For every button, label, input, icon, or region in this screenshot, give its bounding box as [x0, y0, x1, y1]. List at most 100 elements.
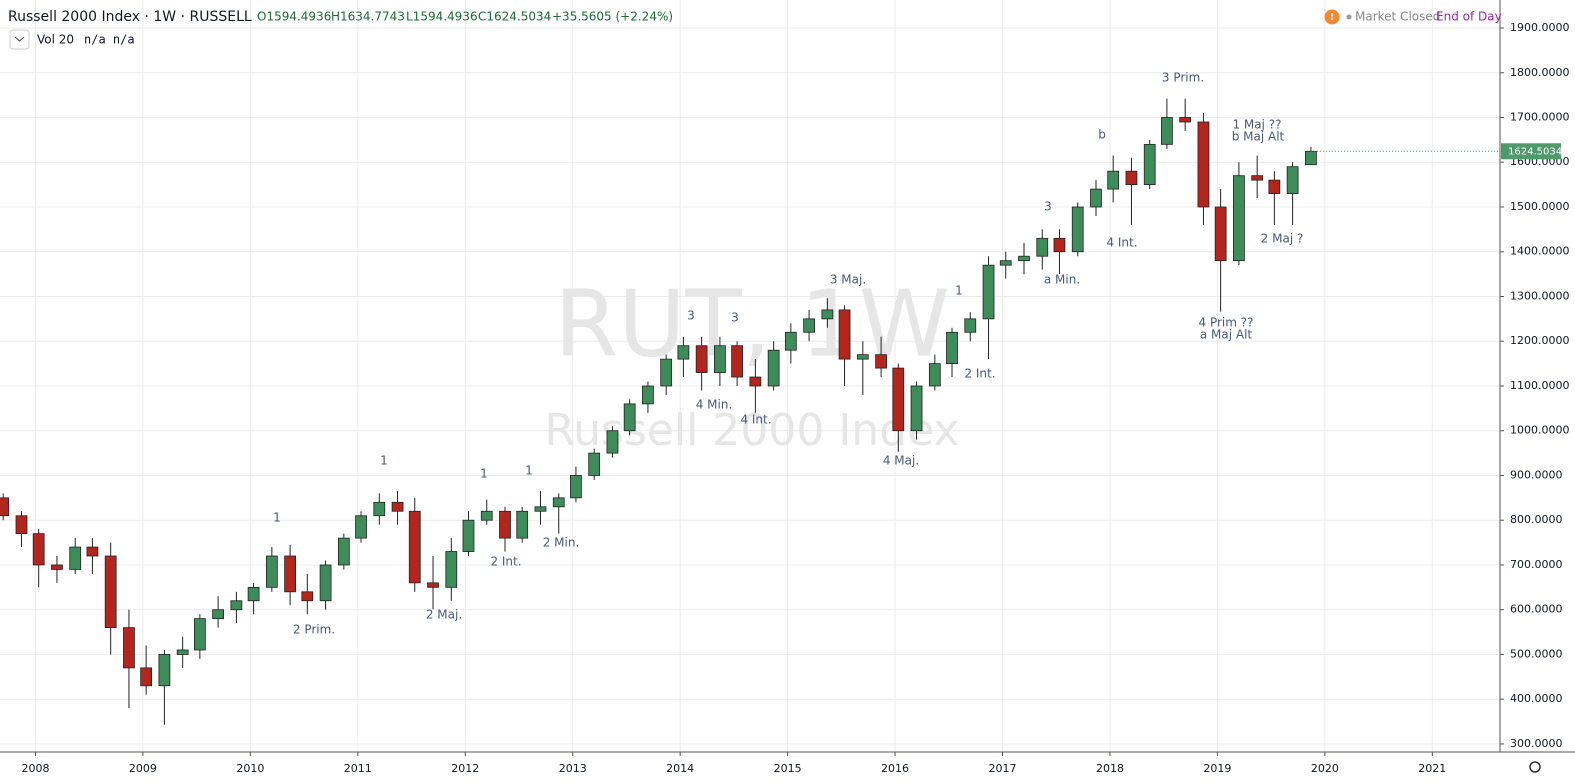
- ohlc-value: C1624.5034: [478, 10, 551, 24]
- candle-body: [642, 385, 654, 405]
- wave-label: b Maj Alt: [1232, 130, 1285, 144]
- ohlc-header: O1594.4936 H1634.7743 L1594.4936 C1624.5034…: [257, 10, 673, 24]
- wave-label: 2 Min.: [543, 536, 580, 550]
- candle-body: [337, 537, 350, 566]
- candle-body: [86, 546, 99, 557]
- candle-body: [15, 515, 28, 535]
- candle-body: [462, 519, 475, 552]
- wave-label: 4 Maj.: [883, 454, 919, 468]
- candle-body: [660, 358, 673, 387]
- y-tick-label: 1300.0000: [1510, 289, 1570, 302]
- x-tick-label: 2016: [881, 762, 909, 775]
- candle-body: [1161, 117, 1173, 145]
- candle-body: [32, 533, 45, 566]
- candle-body: [1251, 175, 1264, 181]
- wave-label: 3: [1044, 200, 1052, 214]
- candle-body: [982, 264, 995, 320]
- candle-body: [158, 654, 171, 687]
- candle-body: [516, 510, 529, 539]
- candle-body: [1053, 237, 1066, 253]
- candle-body: [0, 497, 10, 517]
- collapse-button[interactable]: [9, 29, 30, 50]
- candle-body: [301, 591, 314, 602]
- wave-label: b: [1098, 128, 1106, 142]
- ohlc-value: +35.5605 (+2.24%): [552, 10, 673, 24]
- candle-body: [1197, 121, 1210, 208]
- candle-body: [1018, 255, 1030, 262]
- candle-body: [427, 582, 439, 588]
- candle-body: [588, 452, 601, 476]
- plot: [0, 98, 1317, 725]
- x-tick-label: 2020: [1311, 762, 1339, 775]
- wave-label: a Maj Alt: [1200, 328, 1253, 342]
- y-tick-label: 1900.0000: [1510, 21, 1570, 34]
- x-tick-label: 2011: [344, 762, 372, 775]
- candle-body: [677, 345, 690, 360]
- candle-body: [534, 506, 547, 512]
- settings-icon[interactable]: [1529, 761, 1541, 773]
- candle-body: [1143, 143, 1156, 186]
- candle-body: [373, 501, 386, 517]
- x-tick-label: 2014: [666, 762, 694, 775]
- candle-body: [749, 376, 762, 387]
- candle-body: [821, 309, 834, 320]
- wave-label: 1: [273, 511, 281, 525]
- candle-body: [123, 627, 135, 669]
- x-tick-label: 2009: [129, 762, 157, 775]
- candle-body: [1179, 117, 1192, 123]
- wave-label: 3: [687, 309, 695, 323]
- x-tick-label: 2018: [1096, 762, 1124, 775]
- candle-body: [910, 385, 923, 432]
- wave-label: 1: [955, 284, 963, 298]
- candle-body: [1268, 179, 1281, 194]
- candle-body: [230, 600, 243, 611]
- candle-body: [176, 649, 189, 655]
- candle-body: [1233, 175, 1245, 262]
- candle-body: [319, 564, 332, 602]
- candle-body: [247, 586, 260, 602]
- candle-body: [714, 345, 726, 373]
- x-tick-label: 2015: [774, 762, 802, 775]
- x-tick-label: 2008: [21, 762, 49, 775]
- wave-label: 2 Int.: [964, 367, 995, 381]
- candle-body: [140, 667, 153, 687]
- candle-body: [284, 555, 296, 593]
- candle-body: [408, 510, 421, 584]
- wave-label: 4 Prim ??: [1199, 316, 1254, 330]
- candle-body: [212, 609, 225, 620]
- indicator-name: Vol 20: [37, 33, 74, 47]
- watermark-symbol: RUT, 1W: [554, 270, 949, 377]
- x-tick-label: 2010: [236, 762, 264, 775]
- y-tick-label: 700.0000: [1510, 558, 1563, 571]
- candle-body: [570, 475, 582, 499]
- candle-body: [767, 349, 780, 387]
- status-dot: [1346, 14, 1352, 20]
- candle-body: [193, 618, 206, 651]
- candle-body: [623, 403, 636, 432]
- wave-label: 3 Prim.: [1162, 71, 1204, 85]
- wave-label: 2 Maj.: [426, 608, 462, 622]
- candle-body: [1214, 206, 1227, 262]
- candle-body: [856, 354, 869, 360]
- x-tick-label: 2019: [1203, 762, 1231, 775]
- chevron: [14, 36, 25, 42]
- candle-body: [731, 345, 743, 378]
- alert-icon[interactable]: [1324, 9, 1340, 25]
- y-tick-label: 1400.0000: [1510, 245, 1570, 258]
- y-tick-label: 900.0000: [1510, 468, 1563, 481]
- candle-body: [1286, 166, 1299, 194]
- candle-body: [784, 331, 797, 351]
- grid: [0, 0, 1500, 752]
- candle-body: [391, 501, 404, 512]
- y-tick-label: 300.0000: [1510, 737, 1563, 750]
- y-tick-label: 1200.0000: [1510, 334, 1570, 347]
- feed-status: End of Day: [1436, 10, 1502, 24]
- chart-title: Russell 2000 Index · 1W · RUSSELL: [8, 9, 252, 25]
- wave-label: 3: [731, 311, 739, 325]
- y-tick-label: 1700.0000: [1510, 111, 1570, 124]
- y-tick-label: 1100.0000: [1510, 379, 1570, 392]
- last-price-tag: [1501, 143, 1561, 160]
- wave-label: 2 Maj ?: [1261, 232, 1304, 246]
- candle-body: [51, 564, 63, 570]
